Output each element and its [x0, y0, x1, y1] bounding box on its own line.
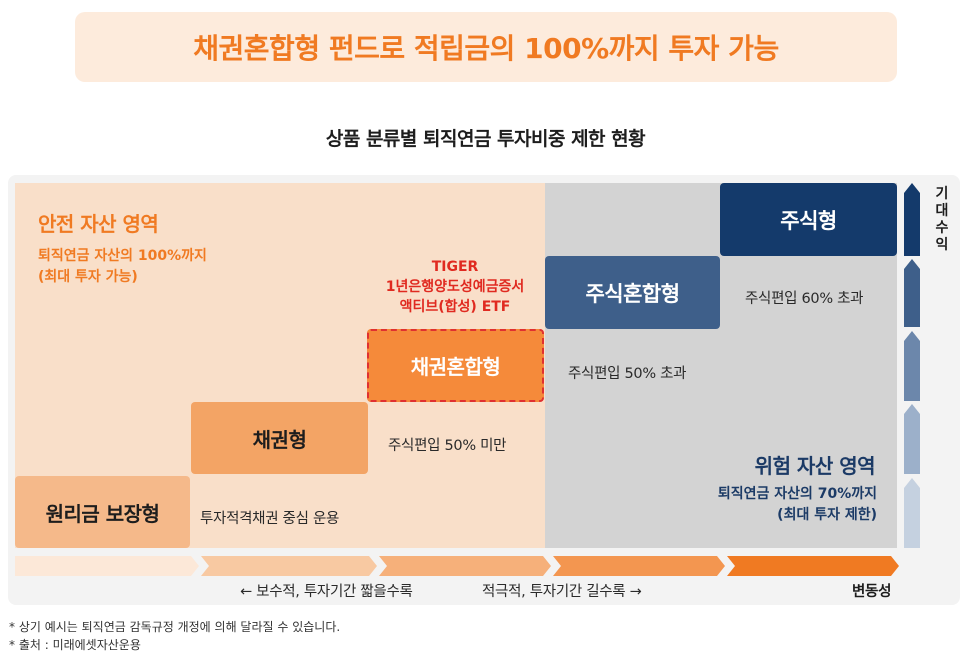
risk-zone-title: 위험 자산 영역	[754, 454, 876, 478]
headline-text: 채권혼합형 펀드로 적립금의 100%까지 투자 가능	[193, 32, 779, 65]
safe-zone-title: 안전 자산 영역	[38, 212, 159, 236]
chevron-5	[727, 556, 899, 576]
highlight-line1: TIGER	[431, 259, 479, 275]
up-arrow-icon	[904, 331, 920, 341]
axis-volatility-label: 변동성	[852, 584, 892, 600]
axis-conservative-label: ← 보수적, 투자기간 짧을수록	[240, 584, 413, 600]
note-bond-mixed: 주식편입 50% 초과	[568, 366, 687, 382]
return-bar-3	[904, 331, 920, 401]
safe-zone-description: 퇴직연금 자산의 100%까지 (최대 투자 가능)	[38, 246, 207, 288]
step-bond: 채권형	[191, 402, 368, 474]
highlight-etf-label: TIGER 1년은행양도성예금증서 액티브(합성) ETF	[360, 257, 550, 317]
return-bar-1	[904, 478, 920, 548]
note-bond: 주식편입 50% 미만	[388, 438, 507, 454]
axis-aggressive-label: 적극적, 투자기간 길수록 →	[482, 584, 642, 600]
step-stock: 주식형	[720, 183, 897, 256]
return-bar-5	[904, 183, 920, 256]
step-stock-mixed: 주식혼합형	[545, 256, 720, 329]
volatility-chevron-bar	[15, 556, 899, 576]
safe-zone-desc-line1: 퇴직연금 자산의 100%까지	[38, 248, 207, 264]
risk-zone-desc-line1: 퇴직연금 자산의 70%까지	[717, 486, 877, 502]
up-arrow-icon	[904, 478, 920, 488]
headline-banner: 채권혼합형 펀드로 적립금의 100%까지 투자 가능	[75, 12, 897, 82]
return-bar-2	[904, 404, 920, 474]
note-principal-guaranteed: 투자적격채권 중심 운용	[200, 511, 340, 527]
up-arrow-icon	[904, 259, 920, 269]
chevron-3	[379, 556, 551, 576]
chevron-2	[201, 556, 377, 576]
footnote-disclaimer: * 상기 예시는 퇴직연금 감독규정 개정에 의해 달라질 수 있습니다.	[9, 620, 341, 634]
footnote-source: * 출처 : 미래에셋자산운용	[9, 638, 141, 652]
up-arrow-icon	[904, 404, 920, 414]
highlight-line3: 액티브(합성) ETF	[399, 299, 511, 315]
expected-return-label: 기대수익	[935, 186, 949, 253]
step-bond-mixed: 채권혼합형	[367, 329, 544, 402]
chevron-4	[553, 556, 725, 576]
chevron-1	[15, 556, 199, 576]
highlight-line2: 1년은행양도성예금증서	[385, 279, 525, 295]
safe-zone-desc-line2: (최대 투자 가능)	[38, 269, 138, 285]
step-principal-guaranteed: 원리금 보장형	[15, 476, 190, 548]
risk-zone-description: 퇴직연금 자산의 70%까지 (최대 투자 제한)	[655, 484, 877, 526]
note-stock-mixed: 주식편입 60% 초과	[745, 291, 864, 307]
return-bar-4	[904, 259, 920, 327]
risk-zone-desc-line2: (최대 투자 제한)	[777, 507, 877, 523]
up-arrow-icon	[904, 183, 920, 193]
chart-subtitle: 상품 분류별 퇴직연금 투자비중 제한 현황	[325, 128, 646, 150]
